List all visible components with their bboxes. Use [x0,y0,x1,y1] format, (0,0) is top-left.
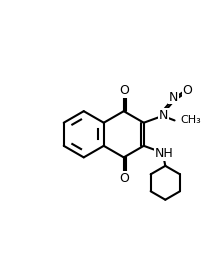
Text: CH₃: CH₃ [181,115,202,125]
Text: O: O [119,172,129,185]
Text: N: N [169,91,178,104]
Text: NH: NH [155,147,173,160]
Text: O: O [183,84,193,97]
Text: O: O [119,84,129,97]
Text: N: N [159,109,168,122]
